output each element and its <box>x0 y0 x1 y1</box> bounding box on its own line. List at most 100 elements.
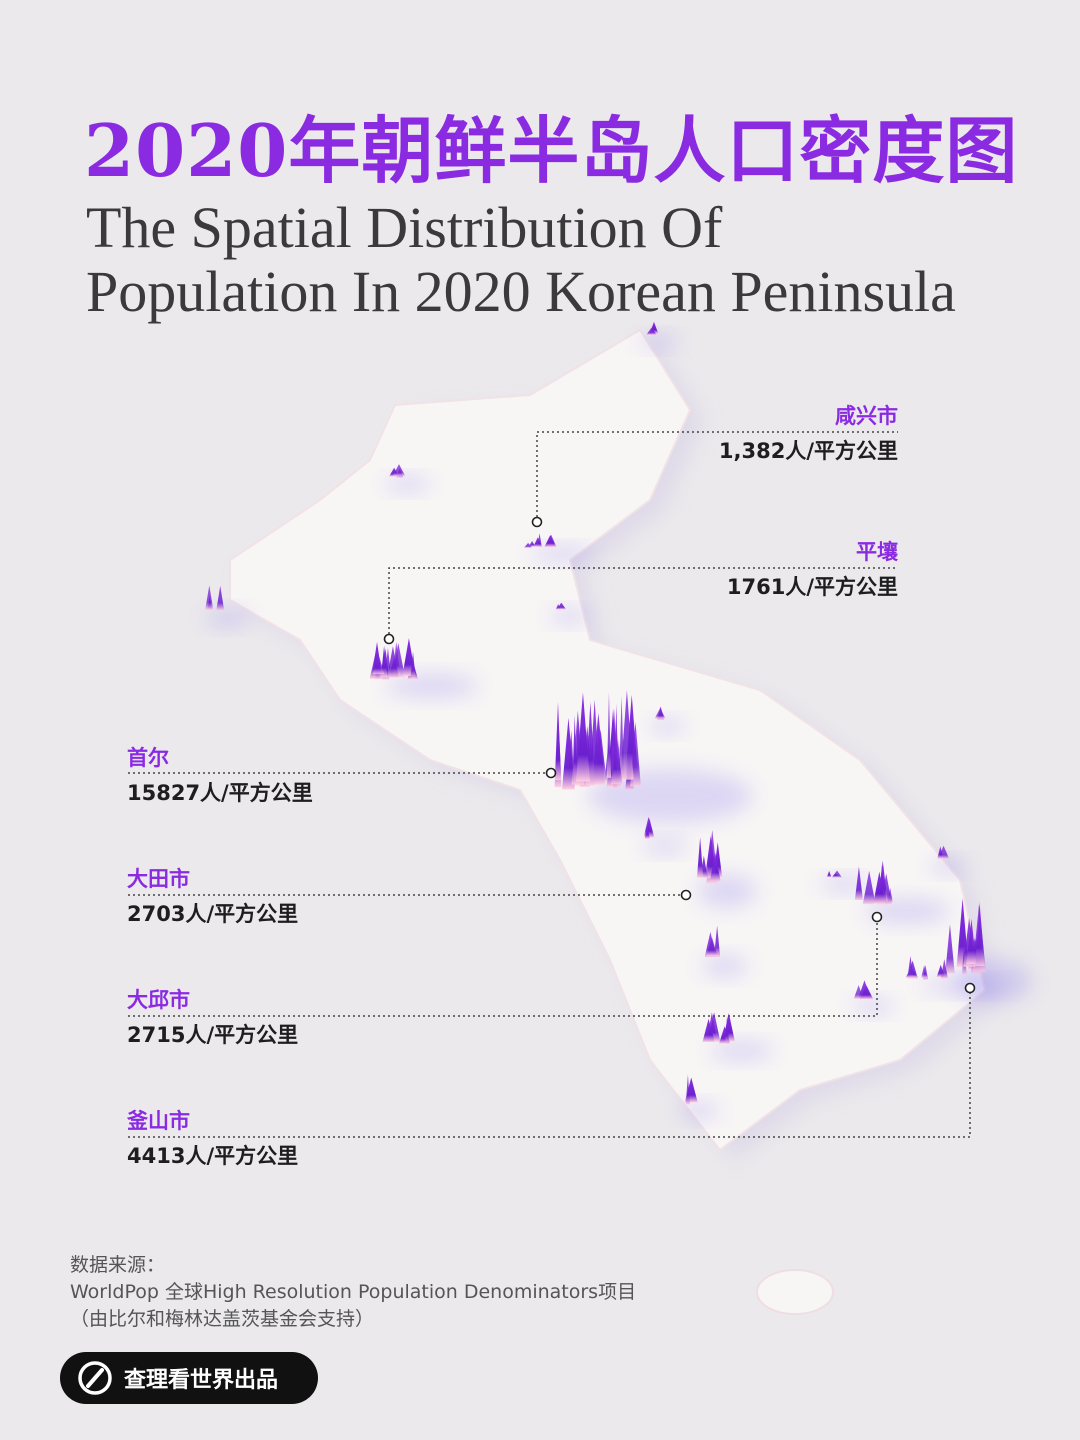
density-spike <box>831 873 839 878</box>
density-spike <box>921 965 928 978</box>
spike-shadow <box>385 476 431 492</box>
density-spike <box>620 690 634 780</box>
density-spike <box>724 1015 730 1044</box>
density-spike <box>524 542 533 548</box>
density-spike <box>709 852 721 882</box>
density-spike <box>826 870 832 878</box>
spike-shadow <box>680 1102 718 1120</box>
density-spike <box>216 585 225 611</box>
density-spike <box>528 541 536 547</box>
marker-busan <box>964 982 976 994</box>
marker-hamhung <box>531 516 543 528</box>
density-spike <box>937 846 944 859</box>
spike-shadow <box>205 608 251 628</box>
city-density: 15827人/平方公里 <box>127 781 313 805</box>
density-spike <box>714 925 721 957</box>
brand-logo-icon <box>78 1361 112 1395</box>
density-spike <box>644 826 650 839</box>
density-spike <box>873 871 886 904</box>
density-spike <box>611 733 623 785</box>
source-line-2: （由比尔和梅林达盖茨基金会支持） <box>70 1308 375 1330</box>
density-spike <box>533 537 543 547</box>
density-spike <box>974 905 985 966</box>
density-spike <box>945 924 955 974</box>
spike-shadow <box>930 858 968 874</box>
data-source: 数据来源： WorldPop 全球High Resolution Populat… <box>70 1252 636 1333</box>
density-spike <box>706 937 718 956</box>
density-spike <box>591 712 606 785</box>
spike-shadow <box>820 876 869 892</box>
city-density: 1761人/平方公里 <box>726 575 898 599</box>
density-spike <box>654 708 666 719</box>
label-daegu: 大邱市 2715人/平方公里 <box>127 986 298 1050</box>
label-seoul: 首尔 15827人/平方公里 <box>127 744 313 808</box>
spike-shadow <box>702 955 748 977</box>
spike-shadow <box>640 333 678 349</box>
brand-text: 查理看世界出品 <box>124 1368 279 1393</box>
leader-busan <box>128 988 971 1138</box>
density-spike <box>905 967 918 978</box>
density-spike <box>410 651 416 679</box>
density-spike <box>575 692 590 782</box>
spike-shadow <box>865 898 950 924</box>
density-spike <box>702 1018 715 1042</box>
spike-shadow <box>650 718 685 734</box>
city-name: 平壤 <box>856 540 898 564</box>
leader-daegu <box>128 917 878 1017</box>
density-spike <box>556 602 567 610</box>
leader-lines <box>128 431 971 1138</box>
density-spikes <box>205 321 1033 1120</box>
subtitle-line-2: Population In 2020 Korean Peninsula <box>86 259 956 324</box>
spike-shadow <box>710 1041 774 1061</box>
density-spike <box>554 712 562 780</box>
marker-daejeon <box>680 889 692 901</box>
jeju-island <box>756 1269 834 1315</box>
label-daejeon: 大田市 2703人/平方公里 <box>127 865 298 929</box>
page-subtitle: The Spatial Distribution Of Population I… <box>86 196 986 324</box>
marker-pyongyang <box>383 633 395 645</box>
density-spike <box>696 837 704 878</box>
density-spike <box>606 692 612 778</box>
spike-shadow <box>550 608 588 624</box>
city-density: 4413人/平方公里 <box>127 1144 299 1168</box>
city-name: 咸兴市 <box>835 404 898 428</box>
density-spike <box>646 327 657 335</box>
spike-shadow <box>530 546 594 562</box>
city-name: 大田市 <box>127 867 190 891</box>
label-pyongyang: 平壤 1761人/平方公里 <box>727 538 898 602</box>
marker-seoul <box>545 767 557 779</box>
city-density: 2703人/平方公里 <box>127 902 299 926</box>
city-name: 釜山市 <box>127 1109 190 1133</box>
city-name: 首尔 <box>127 746 169 770</box>
source-line-1: WorldPop 全球High Resolution Population De… <box>70 1281 637 1303</box>
spike-shadow <box>852 998 894 1014</box>
density-spike <box>940 959 948 979</box>
peninsula-landmass <box>229 328 999 1315</box>
spike-shadow <box>697 874 757 908</box>
city-markers <box>383 516 976 994</box>
label-hamhung: 咸兴市 1,382人/平方公里 <box>719 402 898 466</box>
density-spike <box>685 1074 691 1105</box>
spike-shadow <box>642 838 688 854</box>
spike-shadow <box>386 674 478 698</box>
brand-badge: 查理看世界出品 <box>60 1352 318 1404</box>
density-spike <box>387 646 399 678</box>
subtitle-line-1: The Spatial Distribution Of <box>86 195 723 260</box>
city-name: 大邱市 <box>127 988 190 1012</box>
density-spike <box>372 654 385 675</box>
density-spike <box>545 534 557 547</box>
city-density: 1,382人/平方公里 <box>718 439 898 463</box>
landmass <box>229 328 987 1152</box>
density-spike <box>862 870 876 905</box>
marker-daegu <box>871 911 883 923</box>
density-spike <box>859 985 874 1000</box>
density-spike <box>392 464 406 477</box>
leader-hamhung <box>536 431 898 522</box>
density-spike <box>966 918 977 965</box>
source-heading: 数据来源： <box>70 1254 166 1276</box>
density-spike <box>561 717 575 790</box>
city-density: 2715人/平方公里 <box>127 1023 299 1047</box>
density-spike <box>205 585 214 610</box>
